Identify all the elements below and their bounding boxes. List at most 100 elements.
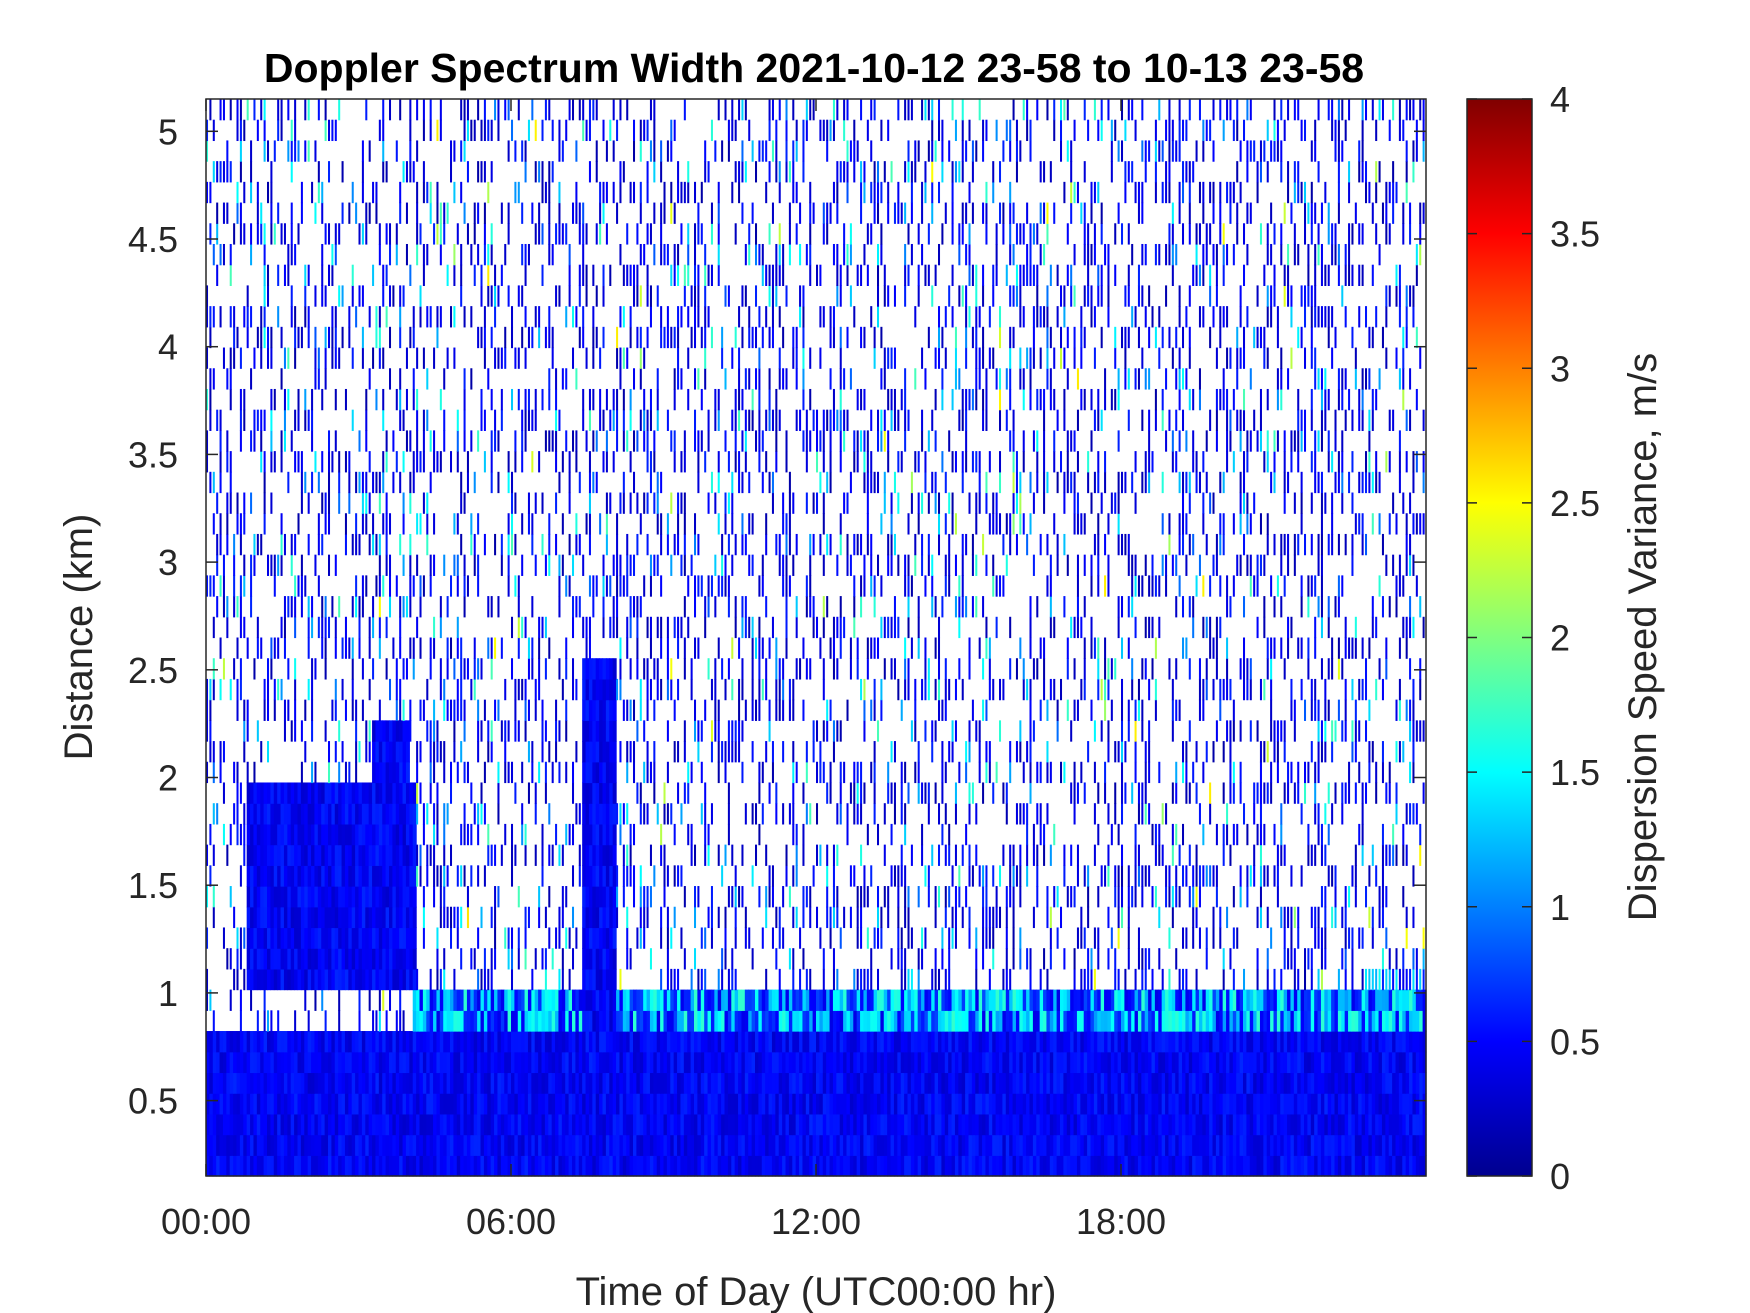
heatmap-cell bbox=[795, 1113, 800, 1136]
heatmap-cell bbox=[1131, 1010, 1136, 1032]
heatmap-cell bbox=[412, 948, 417, 970]
heatmap-cell bbox=[999, 1031, 1003, 1053]
heatmap-cell bbox=[405, 761, 410, 784]
heatmap-cell bbox=[1188, 1031, 1193, 1053]
heatmap-cell bbox=[1097, 1093, 1102, 1115]
heatmap-cell bbox=[304, 886, 309, 908]
heatmap-cell bbox=[856, 1113, 861, 1136]
heatmap-cell bbox=[1195, 886, 1198, 908]
heatmap-cell bbox=[504, 1051, 509, 1074]
heatmap-cell bbox=[1127, 886, 1130, 908]
heatmap-cell bbox=[1137, 1010, 1142, 1032]
heatmap-cell bbox=[883, 1093, 888, 1115]
heatmap-cell bbox=[660, 1010, 665, 1032]
heatmap-cell bbox=[1392, 968, 1395, 991]
heatmap-cell bbox=[544, 906, 547, 929]
heatmap-cell bbox=[1107, 1031, 1112, 1053]
heatmap-cell bbox=[1287, 1113, 1292, 1136]
heatmap-cell bbox=[839, 1072, 844, 1094]
heatmap-cell bbox=[1056, 1113, 1061, 1136]
heatmap-cell bbox=[344, 803, 349, 825]
heatmap-cell bbox=[1270, 761, 1273, 784]
heatmap-cell bbox=[734, 1113, 739, 1136]
heatmap-cell bbox=[694, 906, 697, 929]
heatmap-cell bbox=[1185, 1010, 1190, 1032]
heatmap-cell bbox=[466, 886, 469, 908]
heatmap-cell bbox=[1259, 989, 1264, 1011]
heatmap-cell bbox=[500, 1155, 505, 1177]
heatmap-cell bbox=[1154, 844, 1157, 866]
heatmap-cell bbox=[1412, 1051, 1417, 1074]
heatmap-cell bbox=[514, 782, 517, 804]
heatmap-cell bbox=[1246, 865, 1249, 887]
heatmap-cell bbox=[1215, 865, 1218, 887]
heatmap-cell bbox=[585, 1113, 590, 1136]
heatmap-cell bbox=[978, 1031, 983, 1053]
heatmap-cell bbox=[999, 1134, 1003, 1156]
heatmap-cell bbox=[250, 906, 255, 929]
heatmap-cell bbox=[395, 1031, 400, 1053]
heatmap-cell bbox=[226, 948, 229, 970]
heatmap-cell bbox=[260, 968, 265, 991]
heatmap-cell bbox=[1205, 865, 1208, 887]
heatmap-cell bbox=[317, 1051, 322, 1074]
heatmap-cell bbox=[1263, 989, 1268, 1011]
heatmap-cell bbox=[771, 1113, 776, 1136]
heatmap-cell bbox=[1060, 1051, 1064, 1074]
heatmap-cell bbox=[487, 1031, 492, 1053]
heatmap-cell bbox=[1046, 968, 1049, 991]
heatmap-cell bbox=[287, 782, 292, 804]
heatmap-cell bbox=[846, 1010, 851, 1032]
heatmap-cell bbox=[731, 1010, 736, 1032]
heatmap-cell bbox=[1015, 865, 1018, 887]
heatmap-cell bbox=[314, 823, 319, 846]
heatmap-cell bbox=[768, 1155, 773, 1177]
heatmap-cell bbox=[982, 927, 985, 949]
heatmap-cell bbox=[507, 1010, 512, 1032]
heatmap-cell bbox=[965, 1072, 970, 1094]
heatmap-cell bbox=[385, 844, 390, 866]
heatmap-cell bbox=[1219, 1072, 1224, 1094]
heatmap-cell bbox=[511, 823, 514, 846]
heatmap-cell bbox=[412, 1134, 417, 1156]
heatmap-cell bbox=[819, 1113, 824, 1136]
heatmap-cell bbox=[219, 761, 222, 784]
heatmap-cell bbox=[1110, 1031, 1115, 1053]
heatmap-cell bbox=[738, 1155, 743, 1177]
heatmap-cell bbox=[389, 1072, 393, 1094]
heatmap-cell bbox=[1263, 1051, 1268, 1074]
heatmap-cell bbox=[917, 968, 920, 991]
heatmap-cell bbox=[1381, 1051, 1386, 1074]
heatmap-cell bbox=[490, 989, 495, 1011]
heatmap-cell bbox=[643, 886, 646, 908]
heatmap-cell bbox=[531, 1051, 536, 1074]
heatmap-cell bbox=[1273, 1113, 1278, 1136]
heatmap-cell bbox=[1293, 948, 1296, 970]
heatmap-cell bbox=[419, 844, 422, 866]
heatmap-cell bbox=[1107, 803, 1110, 825]
heatmap-cell bbox=[294, 1031, 299, 1053]
heatmap-cell bbox=[914, 1031, 919, 1053]
heatmap-cell bbox=[480, 968, 483, 991]
heatmap-cell bbox=[575, 1113, 580, 1136]
heatmap-cell bbox=[1324, 1010, 1329, 1032]
heatmap-cell bbox=[524, 823, 527, 846]
heatmap-cell bbox=[290, 1051, 295, 1074]
heatmap-cell bbox=[588, 1113, 593, 1136]
heatmap-cell bbox=[1270, 927, 1273, 949]
heatmap-cell bbox=[1314, 1072, 1319, 1094]
heatmap-cell bbox=[927, 1134, 932, 1156]
heatmap-cell bbox=[595, 1072, 600, 1094]
heatmap-cell bbox=[1043, 1113, 1048, 1136]
heatmap-cell bbox=[799, 989, 804, 1011]
heatmap-cell bbox=[1273, 1051, 1278, 1074]
heatmap-cell bbox=[626, 1031, 631, 1053]
heatmap-cell bbox=[1097, 1072, 1102, 1094]
heatmap-cell bbox=[1344, 989, 1349, 1011]
heatmap-cell bbox=[389, 865, 393, 887]
heatmap-cell bbox=[1219, 1031, 1224, 1053]
heatmap-cell bbox=[938, 1072, 942, 1094]
heatmap-cell bbox=[331, 948, 336, 970]
heatmap-cell bbox=[1320, 1051, 1325, 1074]
heatmap-cell bbox=[378, 1093, 383, 1115]
